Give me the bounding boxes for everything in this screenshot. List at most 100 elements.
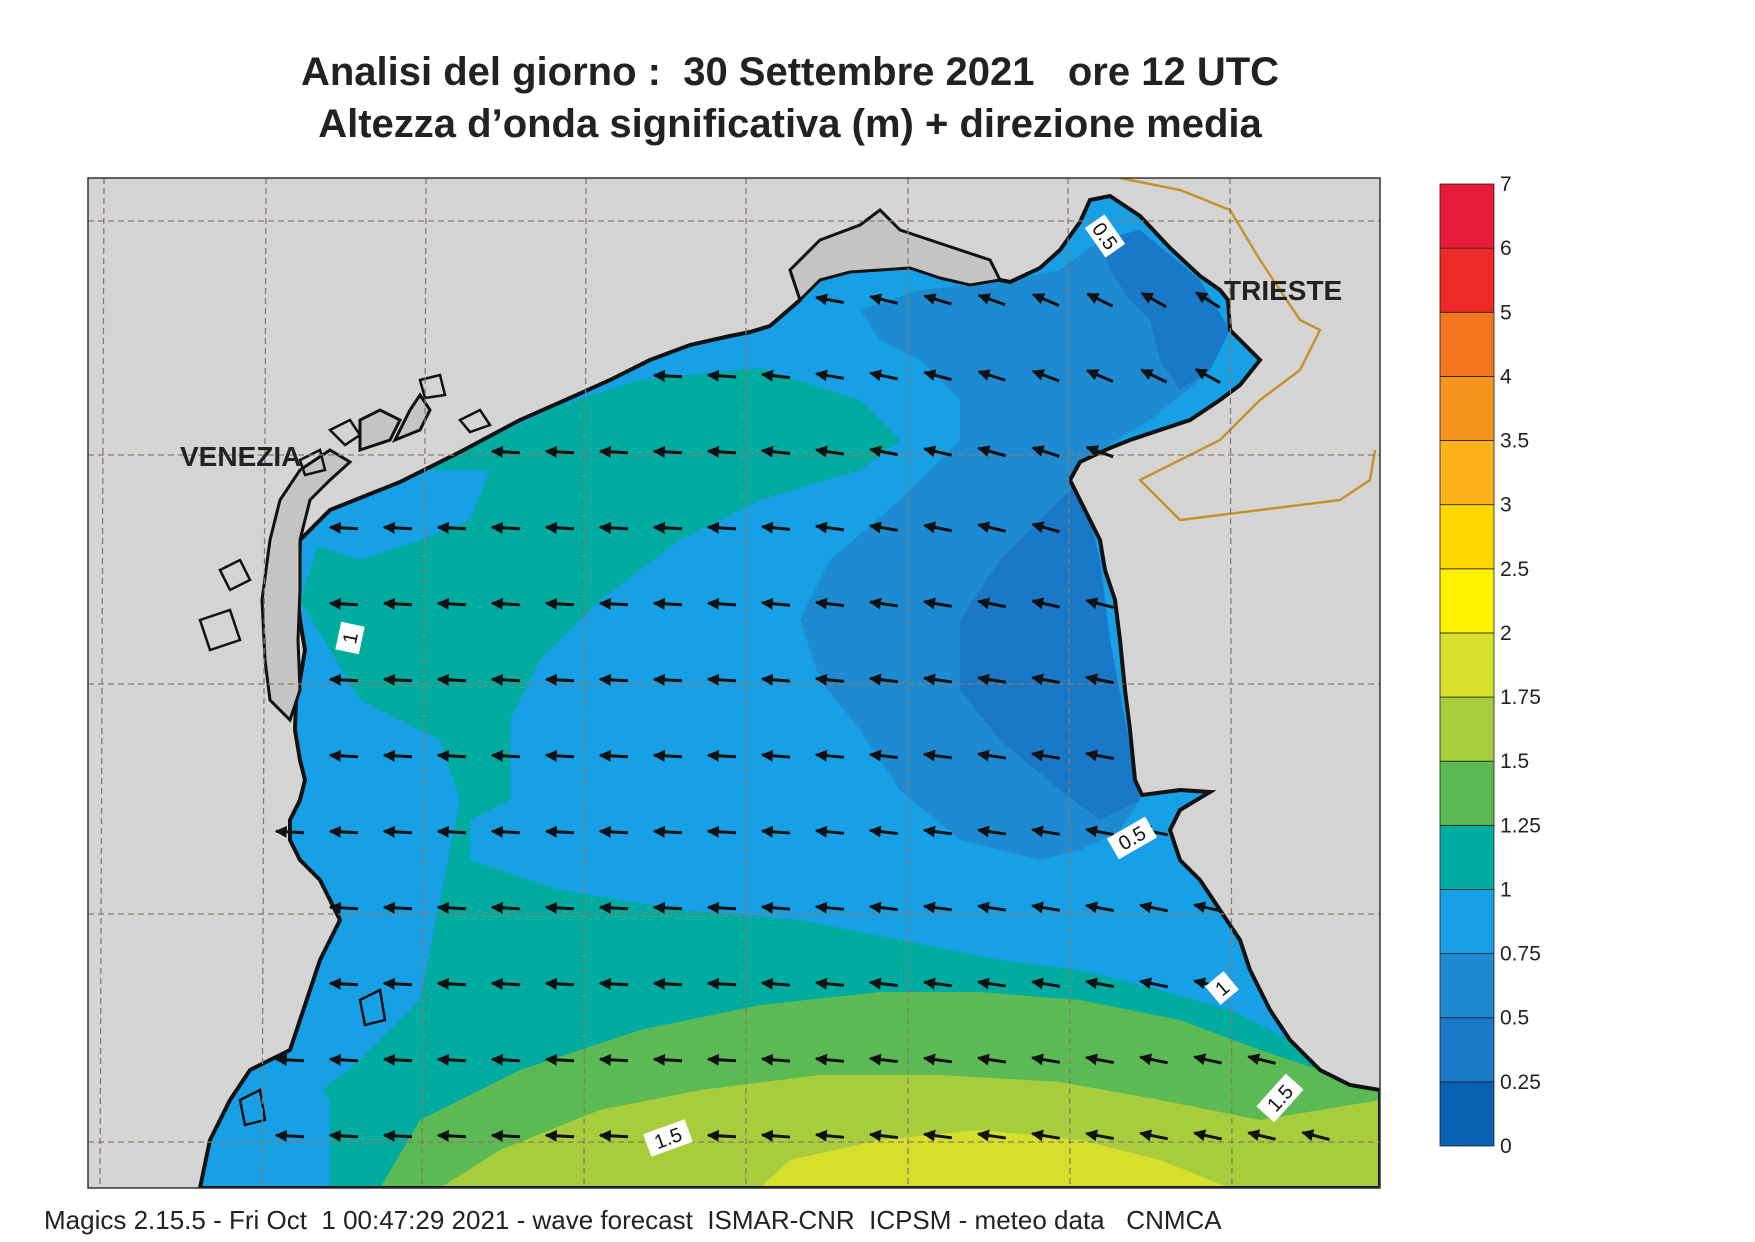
wave-arrow <box>706 901 737 914</box>
wave-arrow <box>760 977 791 990</box>
wave-arrow <box>977 293 1006 307</box>
wave-arrow <box>814 673 845 686</box>
wave-arrow <box>760 445 791 458</box>
wave-arrow <box>815 369 845 382</box>
wave-arrow <box>1139 1129 1169 1142</box>
wave-arrow <box>544 901 575 914</box>
wave-arrow <box>1085 749 1115 762</box>
wave-arrow <box>760 901 791 914</box>
wave-arrow <box>760 825 791 838</box>
wave-arrow <box>598 977 629 990</box>
wave-arrow <box>815 293 845 306</box>
wave-arrow <box>922 749 953 762</box>
wave-arrow <box>544 597 575 610</box>
colorbar-swatch <box>1439 1081 1495 1147</box>
colorbar-tick-label: 1.25 <box>1500 814 1541 837</box>
wave-arrow <box>1085 1129 1115 1142</box>
wave-arrow <box>1139 1053 1169 1066</box>
wave-arrow <box>652 1053 683 1066</box>
wave-arrow <box>868 1053 899 1066</box>
wave-arrow <box>382 977 413 990</box>
colorbar-swatch <box>1439 1017 1495 1083</box>
colorbar-tick-label: 1 <box>1500 878 1512 901</box>
wave-arrow <box>652 901 683 914</box>
wave-arrow <box>1031 1053 1061 1066</box>
wave-arrow <box>436 977 467 990</box>
colorbar-swatch <box>1439 632 1495 698</box>
wave-arrow <box>544 521 575 534</box>
wave-arrow <box>869 293 898 306</box>
wave-arrow <box>544 1129 575 1142</box>
wave-arrow <box>814 1053 845 1066</box>
wave-arrow <box>382 673 413 686</box>
wave-arrow <box>760 369 791 382</box>
wave-arrow <box>976 825 1007 838</box>
wave-arrow <box>923 293 952 306</box>
wave-arrow <box>1031 977 1061 990</box>
wave-arrow <box>490 597 521 610</box>
wave-arrow <box>868 901 899 914</box>
band-0.25-0.5-east <box>960 480 1140 820</box>
wave-arrow <box>1085 673 1115 686</box>
wave-arrow <box>1031 825 1061 838</box>
wave-arrow <box>652 825 683 838</box>
colorbar-swatch <box>1439 953 1495 1019</box>
colorbar-tick-label: 3 <box>1500 494 1512 517</box>
wave-arrow <box>598 901 629 914</box>
wave-arrow <box>706 445 737 458</box>
wave-arrow <box>869 521 899 534</box>
wave-arrow <box>274 1129 305 1142</box>
colorbar-swatch <box>1439 311 1495 377</box>
wave-arrow <box>436 901 467 914</box>
wave-arrow <box>544 977 575 990</box>
venice-lagoon <box>260 392 432 723</box>
wave-arrow <box>923 597 953 610</box>
colorbar-tick-label: 0 <box>1500 1135 1512 1158</box>
wave-arrow <box>1193 1129 1222 1142</box>
colorbar-swatch <box>1439 760 1495 826</box>
wave-arrow <box>490 901 521 914</box>
wave-arrow <box>436 597 467 610</box>
wave-arrow <box>652 445 683 458</box>
wave-arrow <box>490 1053 521 1066</box>
wave-arrow <box>1032 293 1060 307</box>
wave-arrow <box>598 825 629 838</box>
wave-arrow <box>1086 292 1114 308</box>
wave-arrow <box>544 825 575 838</box>
colorbar-tick-label: 5 <box>1500 301 1512 324</box>
wave-arrow <box>706 825 737 838</box>
wave-arrow <box>1086 369 1114 383</box>
state-border <box>1119 178 1377 522</box>
wave-arrow <box>814 597 845 610</box>
wave-arrow <box>706 369 737 382</box>
wave-arrow <box>706 1129 737 1142</box>
wave-arrow <box>1301 1129 1330 1142</box>
wave-arrow <box>1139 977 1169 990</box>
wave-arrow <box>1140 291 1167 309</box>
colorbar-swatch <box>1439 247 1495 313</box>
wave-arrow <box>652 521 683 534</box>
colorbar-tick-label: 0.25 <box>1500 1071 1541 1094</box>
colorbar-tick-label: 6 <box>1500 237 1512 260</box>
wave-arrow <box>382 597 413 610</box>
wave-arrow <box>382 901 413 914</box>
wave-arrow <box>328 1129 359 1142</box>
wave-arrow <box>706 521 737 534</box>
wave-arrow <box>598 1129 629 1142</box>
wave-arrow <box>328 673 359 686</box>
wave-arrow <box>976 977 1007 990</box>
colorbar-tick-label: 4 <box>1500 365 1512 388</box>
wave-arrow <box>922 825 953 838</box>
wave-arrow <box>923 521 953 534</box>
wave-arrow <box>1031 445 1060 458</box>
wave-arrow <box>490 749 521 762</box>
wave-arrow <box>923 445 952 458</box>
colorbar-swatch <box>1439 696 1495 762</box>
colorbar: 0 0.25 0.5 0.75 1 1.25 1.5 1.75 2 2.5 3 3.5 4 5 6 7 <box>1439 173 1541 1158</box>
wave-arrow <box>652 749 683 762</box>
wave-arrow <box>977 445 1006 458</box>
wave-arrow <box>814 749 845 762</box>
wave-arrow <box>1031 673 1061 686</box>
wave-arrow <box>382 825 413 838</box>
wave-arrow <box>544 1053 575 1066</box>
